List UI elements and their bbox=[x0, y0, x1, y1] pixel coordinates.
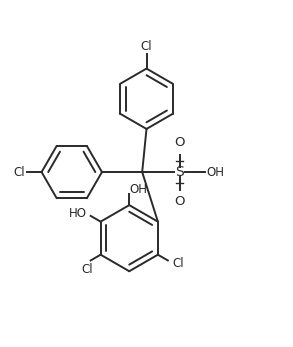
Text: Cl: Cl bbox=[81, 263, 93, 276]
Text: O: O bbox=[174, 195, 185, 208]
Text: OH: OH bbox=[129, 183, 147, 196]
Text: OH: OH bbox=[207, 166, 225, 179]
Text: Cl: Cl bbox=[173, 257, 184, 270]
Text: Cl: Cl bbox=[13, 166, 25, 179]
Text: O: O bbox=[174, 136, 185, 149]
Text: Cl: Cl bbox=[141, 40, 152, 53]
Text: S: S bbox=[175, 165, 184, 179]
Text: HO: HO bbox=[69, 207, 87, 220]
